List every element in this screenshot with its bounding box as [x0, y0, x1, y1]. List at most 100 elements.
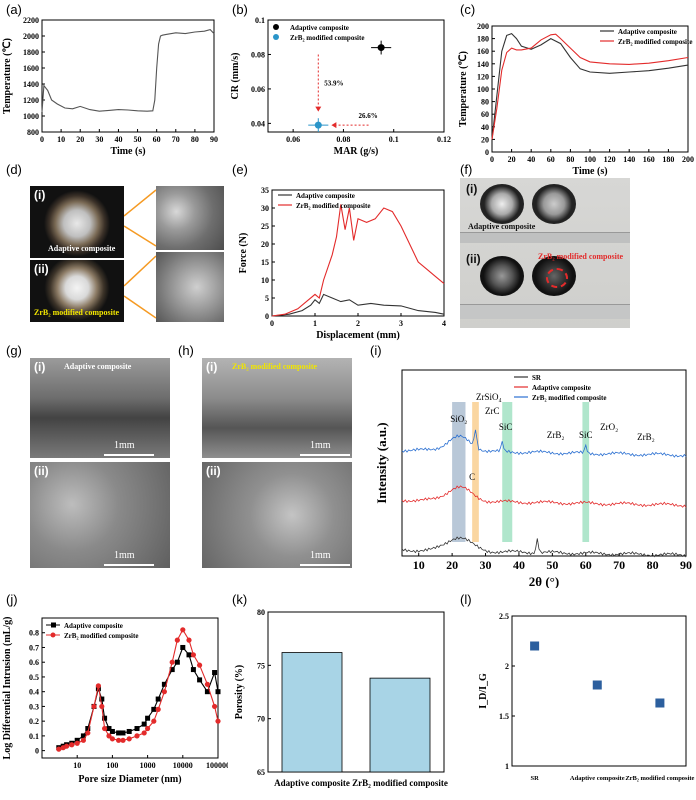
x-tick-label: 40 [527, 155, 535, 164]
peak-label: SiC [499, 422, 513, 432]
x-tick-label: 120 [604, 155, 616, 164]
data-point [116, 730, 122, 736]
y-tick-label: 20 [261, 240, 269, 249]
x-axis-label: Time (s) [110, 146, 145, 157]
x-tick-label: 1000 [140, 761, 156, 770]
sem-h-i-scale: 1mm [310, 440, 331, 451]
data-point [204, 681, 211, 687]
x-axis-label: 2θ (°) [529, 574, 559, 588]
chart-i: 10 20 30 40 50 60 70 80 90 2θ (°) Intensity (a.u.)… [374, 369, 692, 588]
x-tick-label: 20 [508, 155, 516, 164]
x-tick-label: 60 [153, 135, 161, 144]
y-axis-label: CR (mm/s) [230, 53, 241, 100]
y-tick-label: 40 [481, 123, 489, 132]
x-tick-label: 90 [210, 135, 218, 144]
data-point [91, 703, 97, 710]
y-tick-label: 30 [261, 204, 269, 213]
y-tick-label: 0.2 [29, 717, 39, 726]
y-axis-label: Porosity (%) [234, 665, 245, 720]
sem-h-i: (i) ZrB₂ modified composite 1mm [202, 358, 352, 458]
chart-j: 10 100 1000 10000 100000 0 0.1 0.2 0.3 0.4 0.5 0.6 0… [2, 617, 228, 785]
panel-label-e: (e) [232, 162, 248, 177]
data-point [169, 659, 175, 665]
data-point [212, 670, 218, 676]
x-tick-label: 0.06 [286, 135, 300, 144]
y-tick-label: 140 [477, 60, 489, 69]
sem-h-ii-scale: 1mm [310, 550, 331, 561]
xrd-pattern [401, 536, 687, 558]
data-point [120, 730, 126, 736]
photo-d-i-caption: Adaptive composite [48, 244, 116, 253]
panel-label-a: (a) [6, 2, 22, 17]
data-point [151, 718, 157, 724]
bar [369, 677, 431, 773]
series-line [58, 628, 219, 750]
y-tick-label: 0 [35, 747, 39, 756]
data-point [314, 121, 322, 129]
data-point [85, 730, 91, 736]
photo-f-i-label: (i) [466, 182, 478, 196]
x-tick-label: 160 [643, 155, 655, 164]
data-point [155, 696, 161, 702]
annotation: 26.6% [359, 112, 378, 120]
data-point [155, 706, 161, 712]
plot-frame [267, 611, 445, 773]
category-label: ZrB₂ modified composite [352, 778, 448, 788]
arrow-head [315, 106, 322, 112]
peak-label: SiO₂ [450, 414, 467, 424]
legend-label: ZrB₂ modified composite [532, 394, 606, 402]
data-point [115, 737, 122, 743]
photo-d-zoom-bottom [156, 252, 224, 322]
series-line [58, 646, 219, 749]
x-axis-label: MAR (g/s) [334, 146, 379, 157]
y-tick-label: 0.7 [29, 643, 39, 652]
x-tick-label: 1 [313, 319, 317, 328]
legend-marker [273, 34, 279, 40]
x-tick-label: 4 [442, 319, 446, 328]
data-point [174, 637, 180, 643]
phase-band [472, 402, 479, 542]
series-line [271, 293, 445, 317]
x-tick-label: 100000 [206, 761, 228, 770]
y-tick-label: 800 [27, 128, 39, 137]
y-tick-label: 20 [481, 135, 489, 144]
data-point [186, 652, 192, 658]
peak-label: ZrO₂ [600, 422, 618, 432]
x-tick-label: 20 [76, 135, 84, 144]
data-point [80, 737, 86, 743]
data-point [134, 733, 140, 739]
y-tick-label: 1600 [23, 64, 39, 73]
y-tick-label: 1800 [23, 48, 39, 57]
peak-label: ZrB₂ [637, 432, 655, 442]
x-tick-label: 60 [580, 558, 592, 572]
y-tick-label: 1000 [23, 112, 39, 121]
data-point [215, 718, 221, 724]
legend-label: Adaptive composite [290, 24, 349, 32]
y-tick-label: 0 [485, 148, 489, 157]
x-tick-label: 0.08 [336, 135, 350, 144]
panel-label-h: (h) [178, 343, 194, 358]
data-point [151, 706, 157, 712]
arrow-head [331, 122, 337, 129]
y-tick-label: 65 [257, 768, 265, 777]
y-tick-label: 5 [265, 294, 269, 303]
y-tick-label: 2200 [23, 16, 39, 25]
y-tick-label: 1400 [23, 80, 39, 89]
x-tick-label: 70 [613, 558, 625, 572]
y-axis-label: Temperature (℃) [458, 51, 469, 127]
legend-label: Adaptive composite [618, 28, 677, 36]
x-tick-label: 180 [662, 155, 674, 164]
data-point [161, 681, 167, 687]
data-point [592, 680, 602, 690]
x-tick-label: 50 [134, 135, 142, 144]
data-point [74, 740, 80, 746]
data-point [141, 721, 147, 727]
panel-label-i: (i) [370, 343, 382, 358]
x-tick-label: 100 [106, 761, 118, 770]
data-point [64, 743, 70, 749]
data-point [80, 733, 86, 739]
x-tick-label: 30 [480, 558, 492, 572]
sem-g-caption: Adaptive composite [64, 362, 132, 371]
annotation: 53.9% [324, 79, 343, 87]
y-tick-label: 0.1 [29, 732, 39, 741]
